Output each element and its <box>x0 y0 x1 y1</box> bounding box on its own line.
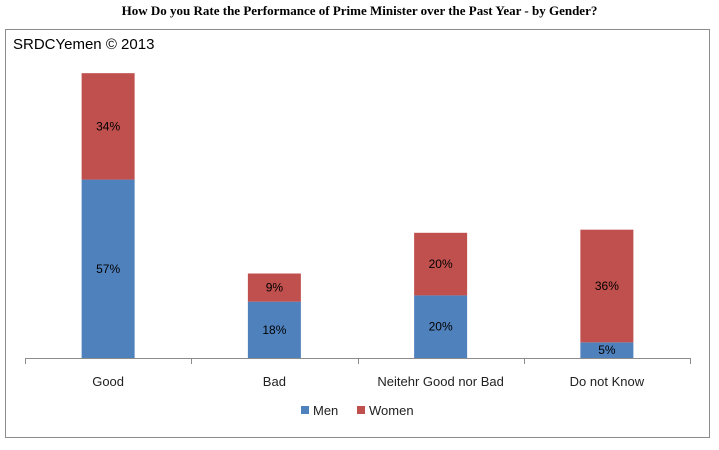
chart-title: How Do you Rate the Performance of Prime… <box>121 3 598 18</box>
data-label-women-0: 34% <box>96 119 120 133</box>
bar-women-1 <box>247 273 301 302</box>
bar-men-1 <box>247 301 301 358</box>
x-tick-label: Good <box>92 374 124 389</box>
bar-men-2 <box>414 295 468 358</box>
x-tick-label: Bad <box>263 374 286 389</box>
bar-women-0 <box>81 73 135 180</box>
bar-men-0 <box>81 179 135 358</box>
bar-men-3 <box>580 342 634 358</box>
legend-label-men: Men <box>313 403 338 418</box>
legend-label-women: Women <box>369 403 414 418</box>
watermark: SRDCYemen © 2013 <box>13 36 155 53</box>
x-tick-label: Do not Know <box>570 374 645 389</box>
data-label-women-2: 20% <box>429 257 453 271</box>
legend-swatch-women <box>357 406 365 414</box>
data-label-men-3: 5% <box>598 343 616 357</box>
data-label-men-0: 57% <box>96 262 120 276</box>
data-label-men-1: 18% <box>262 323 286 337</box>
bar-women-2 <box>414 232 468 296</box>
x-tick-label: Neitehr Good nor Bad <box>377 374 503 389</box>
data-label-women-3: 36% <box>595 279 619 293</box>
data-label-men-2: 20% <box>429 320 453 334</box>
bar-women-3 <box>580 229 634 343</box>
legend-swatch-men <box>301 406 309 414</box>
data-label-women-1: 9% <box>266 281 284 295</box>
